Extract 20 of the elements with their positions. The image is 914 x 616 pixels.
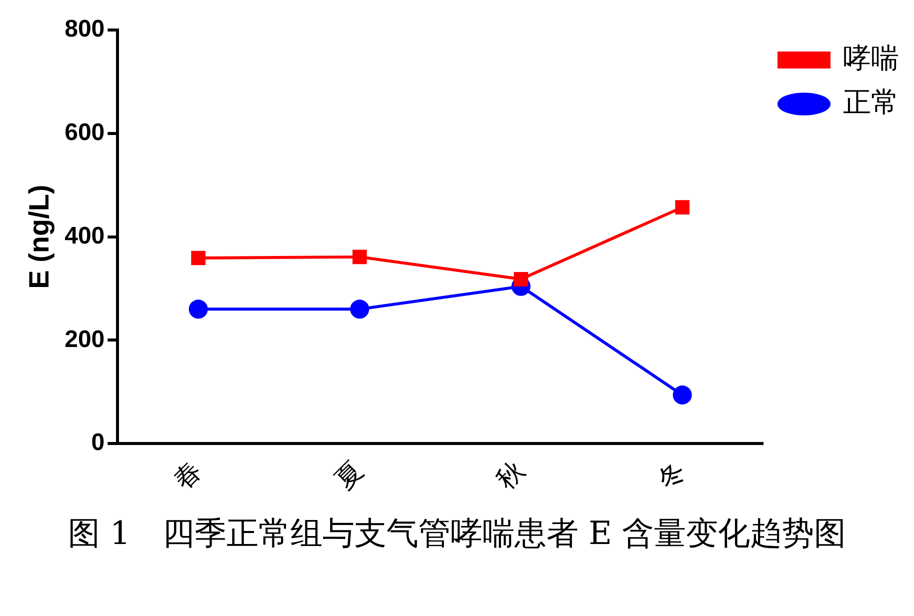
y-tick-label: 600 bbox=[64, 119, 105, 146]
point bbox=[352, 250, 367, 264]
y-tick-label: 800 bbox=[64, 16, 105, 43]
text: 图 1 四季正常组与支气管哮喘患者 E 含量变化趋势图 bbox=[67, 513, 847, 554]
y-axis-title: E (ng/L) bbox=[24, 184, 55, 289]
point bbox=[675, 200, 690, 214]
y-tick-label: 200 bbox=[64, 326, 105, 353]
y-tick-label: 0 bbox=[91, 429, 105, 456]
x-tick-label: 冬 bbox=[652, 456, 692, 496]
y-tick-label: 400 bbox=[64, 222, 105, 250]
legend-label: 正常 bbox=[843, 85, 899, 118]
point bbox=[350, 300, 370, 319]
point bbox=[672, 385, 692, 404]
x-tick-label: 春 bbox=[168, 456, 208, 496]
point bbox=[514, 272, 528, 286]
x-tick-label: 夏 bbox=[330, 456, 370, 496]
legend-label: 哮喘 bbox=[843, 41, 899, 74]
point bbox=[191, 250, 206, 266]
point bbox=[188, 300, 208, 319]
x-tick-label: 秋 bbox=[491, 456, 531, 496]
